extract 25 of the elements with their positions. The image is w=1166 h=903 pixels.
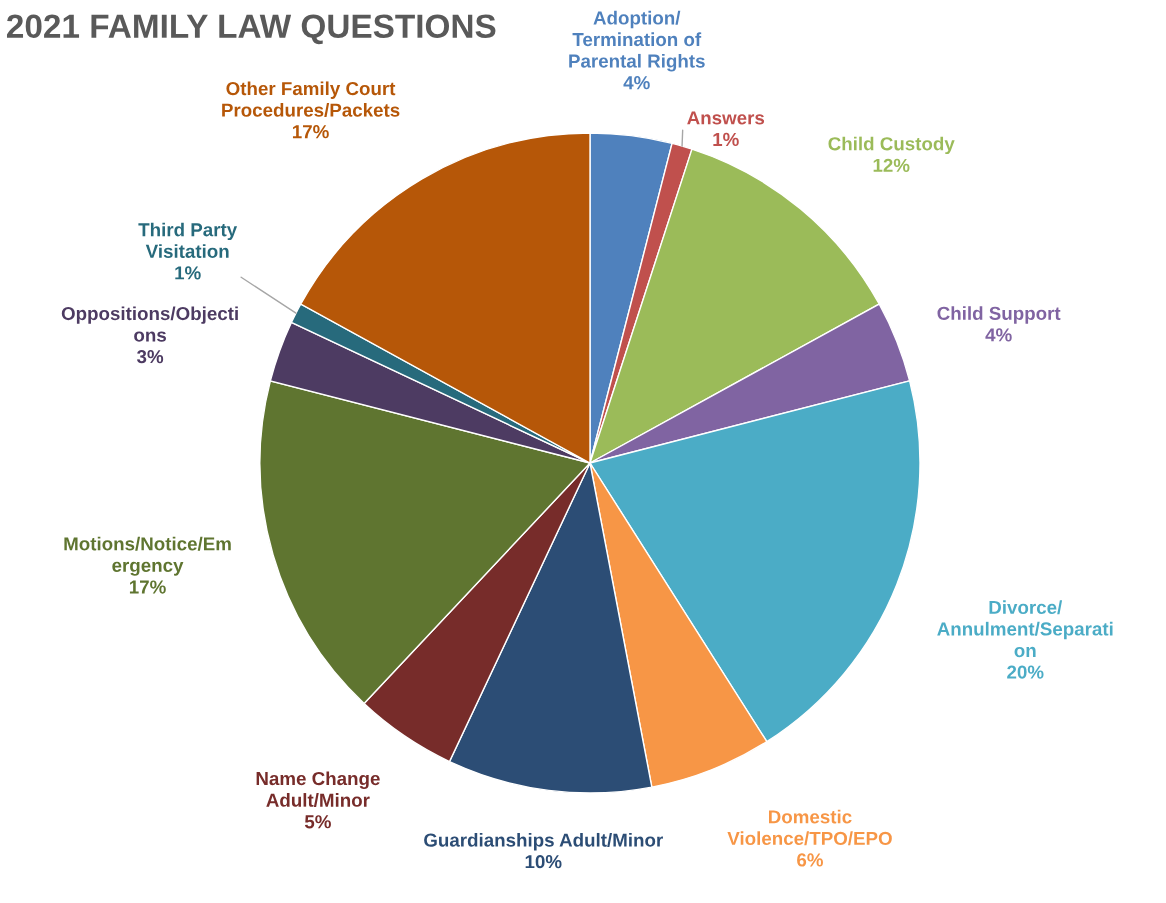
- slice-label: Oppositions/Objecti ons: [61, 306, 238, 342]
- data-label: 1%: [713, 132, 739, 147]
- data-label: 17%: [292, 125, 329, 139]
- data-label: 12%: [873, 158, 910, 172]
- slice-label: Child Custody: [828, 136, 955, 155]
- data-label: 4%: [985, 328, 1012, 342]
- slice-label: Answers: [687, 111, 765, 125]
- slice-label: Other Family Court Procedures/Packets: [222, 81, 400, 117]
- slice-label: Name Change Adult/Minor: [256, 771, 380, 808]
- data-label: 6%: [797, 853, 823, 867]
- slice-label: Guardianships Adult/Minor: [424, 832, 663, 851]
- slice-label: Divorce/ Annulment/Separati on: [937, 600, 1113, 658]
- chart-title: 2021 FAMILY LAW QUESTIONS: [6, 14, 496, 45]
- slice-label: Adoption/ Termination of Parental Rights: [569, 10, 705, 72]
- data-label: 3%: [136, 350, 164, 364]
- data-label: 1%: [175, 266, 201, 280]
- slice-label: Motions/Notice/Em ergency: [64, 536, 231, 576]
- data-label: 4%: [623, 76, 650, 90]
- slice-label: Third Party Visitation: [138, 222, 238, 258]
- slice-label: Child Support: [937, 306, 1061, 324]
- data-label: 20%: [1007, 665, 1044, 679]
- data-label: 10%: [525, 855, 562, 869]
- data-label: 5%: [304, 815, 331, 829]
- data-label: 17%: [129, 580, 166, 594]
- slice-label: Domestic Violence/TPO/EPO: [727, 809, 892, 846]
